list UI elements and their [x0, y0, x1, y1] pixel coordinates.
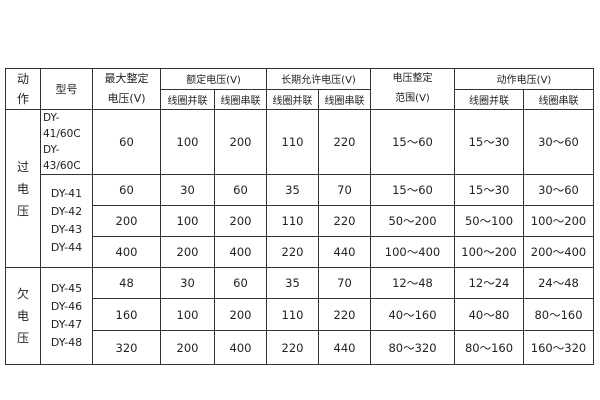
header-max-setting: 最大整定 电压(V): [92, 68, 161, 110]
model-cell: DY-41/60C DY-43/60C: [40, 109, 93, 175]
value-rated-s: 60: [214, 174, 267, 206]
header-rated-series: 线圈串联: [214, 88, 267, 110]
value-long-s: 70: [318, 174, 371, 206]
header-rated-voltage: 额定电压(V): [160, 68, 267, 90]
table-row: 160 100 200 110 220 40～160 40～80 80～160: [6, 298, 594, 331]
value-long-p: 110: [266, 298, 319, 331]
value-rated-p: 30: [160, 267, 215, 299]
value-long-p: 35: [266, 174, 319, 206]
value-op-s: 80～160: [523, 298, 594, 331]
header-long-parallel: 线圈并联: [266, 88, 319, 110]
header-long-term-voltage: 长期允许电压(V): [266, 68, 371, 90]
header-op-parallel: 线圈并联: [454, 88, 524, 110]
value-max: 48: [92, 267, 161, 299]
value-op-p: 100～200: [454, 236, 524, 268]
table-row: 320 200 400 220 440 80～320 80～160 160～320: [6, 330, 594, 365]
table-row: 欠电压 DY-45 DY-46 DY-47 DY-48 48 30 60 35 70 12～48 12…: [5, 267, 594, 365]
value-op-p: 80～160: [454, 330, 524, 365]
value-max: 400: [92, 236, 161, 268]
value-range: 50～200: [370, 205, 455, 237]
value-long-p: 110: [266, 109, 319, 175]
header-long-series: 线圈串联: [318, 88, 371, 110]
header-action: 动作: [5, 68, 41, 110]
value-rated-p: 100: [160, 298, 215, 331]
header-setting-range: 电压整定 范围(V): [370, 68, 455, 110]
value-op-p: 15～30: [454, 174, 524, 206]
value-rated-s: 200: [214, 109, 267, 175]
model-cell: DY-41 DY-42 DY-43 DY-44: [40, 174, 93, 268]
header-rated-parallel: 线圈并联: [160, 88, 215, 110]
table-row: 过电压 DY-41/60C DY-43/60C 60 100 200 110 220 15～60…: [5, 109, 594, 268]
value-range: 100～400: [370, 236, 455, 268]
value-op-p: 40～80: [454, 298, 524, 331]
header-operating-voltage: 动作电压(V): [454, 68, 594, 90]
value-rated-s: 200: [214, 205, 267, 237]
value-op-p: 12～24: [454, 267, 524, 299]
value-op-s: 30～60: [523, 174, 594, 206]
value-op-p: 15～30: [454, 109, 524, 175]
value-rated-s: 200: [214, 298, 267, 331]
value-long-s: 220: [318, 298, 371, 331]
value-max: 200: [92, 205, 161, 237]
value-rated-s: 400: [214, 236, 267, 268]
value-op-s: 24～48: [523, 267, 594, 299]
value-long-p: 220: [266, 330, 319, 365]
value-rated-p: 200: [160, 236, 215, 268]
value-max: 60: [92, 174, 161, 206]
action-cell: 欠电压: [5, 267, 41, 365]
value-rated-p: 100: [160, 205, 215, 237]
value-op-s: 160～320: [523, 330, 594, 365]
value-long-p: 220: [266, 236, 319, 268]
value-op-p: 50～100: [454, 205, 524, 237]
value-range: 12～48: [370, 267, 455, 299]
header-model: 型号: [40, 68, 93, 110]
relay-spec-table: 动作 型号 最大整定 电压(V) 额定电压(V) 长期允许电压(V) 电压整定 范围…: [5, 68, 594, 365]
table-row: 200 100 200 110 220 50～200 50～100 100～200: [6, 205, 594, 237]
value-rated-s: 60: [214, 267, 267, 299]
value-op-s: 100～200: [523, 205, 594, 237]
value-range: 15～60: [370, 174, 455, 206]
value-rated-p: 200: [160, 330, 215, 365]
value-long-p: 110: [266, 205, 319, 237]
value-range: 40～160: [370, 298, 455, 331]
value-rated-s: 400: [214, 330, 267, 365]
value-max: 320: [92, 330, 161, 365]
value-rated-p: 100: [160, 109, 215, 175]
table-row: 400 200 400 220 440 100～400 100～200 200～400: [6, 236, 594, 268]
value-op-s: 200～400: [523, 236, 594, 268]
table-row: DY-41 DY-42 DY-43 DY-44 60 30 60 35 70 15～60 15～30…: [6, 174, 594, 268]
value-range: 15～60: [370, 109, 455, 175]
value-long-p: 35: [266, 267, 319, 299]
value-long-s: 440: [318, 236, 371, 268]
value-long-s: 70: [318, 267, 371, 299]
value-range: 80～320: [370, 330, 455, 365]
value-rated-p: 30: [160, 174, 215, 206]
value-max: 160: [92, 298, 161, 331]
action-cell: 过电压: [5, 109, 41, 268]
value-long-s: 220: [318, 205, 371, 237]
value-long-s: 440: [318, 330, 371, 365]
value-op-s: 30～60: [523, 109, 594, 175]
value-max: 60: [92, 109, 161, 175]
value-long-s: 220: [318, 109, 371, 175]
header-op-series: 线圈串联: [523, 88, 594, 110]
model-cell: DY-45 DY-46 DY-47 DY-48: [40, 267, 93, 365]
